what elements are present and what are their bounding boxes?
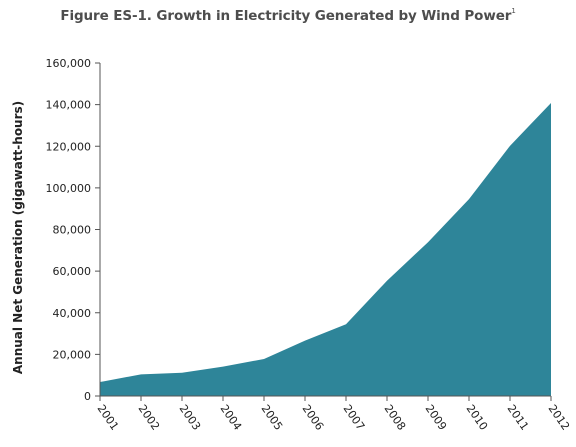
y-axis-title: Annual Net Generation (gigawatt-hours) bbox=[11, 101, 25, 374]
x-tick-label: 2007 bbox=[341, 402, 368, 432]
x-tick-label: 2012 bbox=[546, 402, 573, 432]
x-tick-label: 2003 bbox=[177, 402, 204, 432]
chart-title-text: Figure ES-1. Growth in Electricity Gener… bbox=[60, 8, 512, 24]
y-tick-label: 40,000 bbox=[53, 307, 92, 320]
y-tick-label: 80,000 bbox=[53, 224, 92, 237]
x-tick-label: 2001 bbox=[95, 402, 122, 432]
axis-layer bbox=[95, 62, 552, 401]
x-tick-label: 2005 bbox=[259, 402, 286, 432]
area-series bbox=[100, 102, 551, 397]
y-tick-label: 160,000 bbox=[46, 57, 92, 70]
x-tick-label: 2008 bbox=[382, 402, 409, 432]
y-tick-label: 100,000 bbox=[46, 182, 92, 195]
x-tick-label: 2004 bbox=[218, 402, 245, 432]
x-tick-label: 2009 bbox=[423, 402, 450, 432]
y-tick-label: 20,000 bbox=[53, 348, 92, 361]
y-tick-label: 140,000 bbox=[46, 99, 92, 112]
title-footnote: 1 bbox=[511, 6, 516, 15]
y-tick-label: 60,000 bbox=[53, 265, 92, 278]
y-tick-label: 120,000 bbox=[46, 140, 92, 153]
x-tick-label: 2002 bbox=[136, 402, 163, 432]
x-tick-label: 2011 bbox=[505, 402, 532, 432]
x-tick-label: 2010 bbox=[464, 402, 491, 432]
y-tick-label: 0 bbox=[84, 390, 91, 403]
plot-layer bbox=[100, 102, 551, 397]
x-tick-label: 2006 bbox=[300, 402, 327, 432]
chart-title: Figure ES-1. Growth in Electricity Gener… bbox=[0, 6, 576, 25]
